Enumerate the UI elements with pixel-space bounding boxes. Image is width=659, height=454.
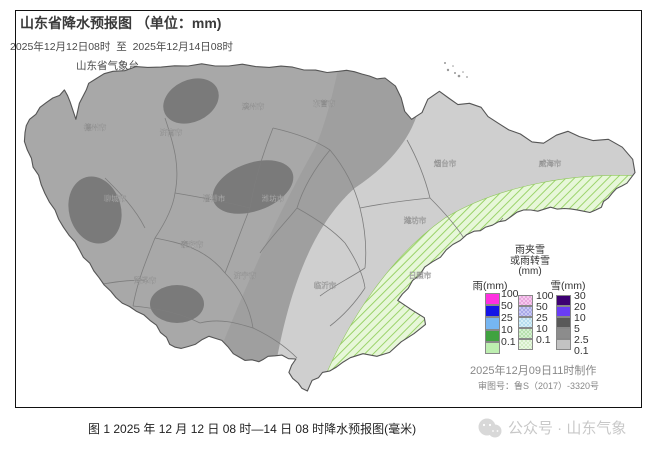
svg-text:日照市: 日照市 — [409, 270, 432, 280]
svg-text:威海市: 威海市 — [539, 158, 562, 168]
svg-text:菏泽市: 菏泽市 — [134, 275, 157, 285]
svg-text:滨州市: 滨州市 — [242, 101, 265, 111]
svg-text:聊城市: 聊城市 — [104, 193, 127, 203]
svg-text:德州市: 德州市 — [84, 122, 107, 132]
svg-text:济南市: 济南市 — [160, 127, 183, 137]
svg-text:临沂市: 临沂市 — [314, 280, 337, 290]
svg-text:淄博市: 淄博市 — [203, 193, 226, 203]
svg-text:潍坊市: 潍坊市 — [262, 193, 285, 203]
svg-text:泰安市: 泰安市 — [181, 239, 204, 249]
svg-text:东营市: 东营市 — [313, 98, 336, 108]
svg-text:潍坊市: 潍坊市 — [404, 215, 427, 225]
svg-text:济宁市: 济宁市 — [234, 270, 257, 280]
svg-text:烟台市: 烟台市 — [434, 158, 457, 168]
